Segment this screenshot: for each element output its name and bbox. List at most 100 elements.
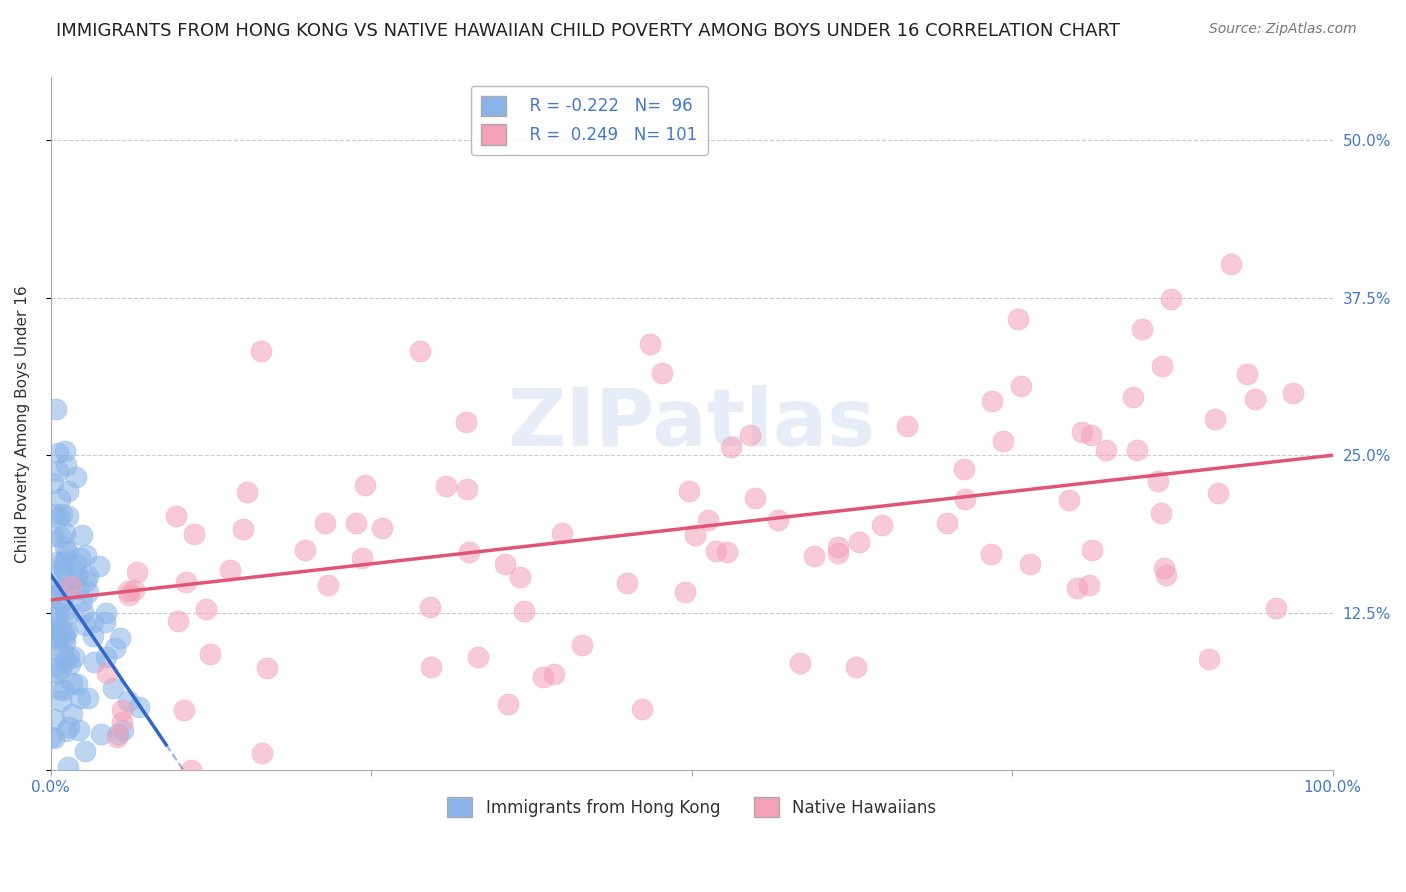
Point: [107, 727, 129, 741]
Text: Source: ZipAtlas.com: Source: ZipAtlas.com: [1209, 22, 1357, 37]
Point: [56, 760, 79, 774]
Point: [955, 491, 977, 506]
Point: [46, 666, 69, 681]
Point: [66, 566, 89, 581]
Point: [82, 615, 104, 629]
Point: [845, 659, 868, 673]
Point: [41, 589, 63, 603]
Point: [457, 545, 479, 559]
Point: [738, 427, 761, 442]
Point: [371, 521, 394, 535]
Point: [419, 600, 441, 615]
Point: [1150, 359, 1173, 373]
Point: [344, 516, 367, 530]
Point: [1219, 257, 1241, 271]
Point: [53, 444, 76, 458]
Y-axis label: Child Poverty Among Boys Under 16: Child Poverty Among Boys Under 16: [15, 285, 30, 563]
Point: [63, 650, 86, 665]
Point: [250, 746, 273, 760]
Point: [111, 723, 134, 738]
Point: [434, 479, 457, 493]
Point: [513, 604, 536, 618]
Point: [101, 681, 124, 696]
Point: [52, 683, 75, 698]
Point: [69, 551, 91, 566]
Point: [183, 527, 205, 541]
Point: [991, 434, 1014, 448]
Point: [354, 477, 377, 491]
Point: [166, 614, 188, 628]
Point: [174, 574, 197, 589]
Point: [314, 516, 336, 530]
Point: [72, 605, 94, 619]
Point: [294, 543, 316, 558]
Point: [571, 638, 593, 652]
Point: [1077, 577, 1099, 591]
Point: [52, 561, 75, 575]
Point: [350, 550, 373, 565]
Point: [60, 676, 83, 690]
Point: [41, 589, 63, 603]
Point: [1007, 312, 1029, 326]
Point: [1206, 486, 1229, 500]
Point: [616, 575, 638, 590]
Point: [44, 631, 66, 645]
Point: [55, 458, 77, 473]
Point: [456, 482, 478, 496]
Point: [60, 706, 83, 721]
Point: [1095, 443, 1118, 458]
Point: [53, 629, 76, 643]
Point: [1070, 425, 1092, 439]
Point: [77, 691, 100, 706]
Point: [1244, 392, 1267, 407]
Point: [848, 535, 870, 549]
Point: [180, 763, 202, 777]
Point: [53, 562, 76, 576]
Point: [198, 647, 221, 661]
Point: [75, 574, 97, 588]
Point: [827, 546, 849, 560]
Point: [952, 462, 974, 476]
Point: [45, 401, 67, 416]
Point: [96, 650, 118, 665]
Point: [49, 492, 72, 507]
Point: [55, 574, 77, 589]
Point: [55, 608, 77, 623]
Point: [53, 654, 76, 668]
Point: [1265, 601, 1288, 615]
Point: [67, 582, 90, 597]
Point: [980, 393, 1002, 408]
Point: [1160, 292, 1182, 306]
Point: [52, 625, 75, 640]
Point: [673, 585, 696, 599]
Point: [49, 530, 72, 544]
Point: [46, 630, 69, 644]
Point: [1019, 557, 1042, 571]
Point: [51, 582, 73, 597]
Point: [56, 509, 79, 524]
Point: [1130, 322, 1153, 336]
Point: [73, 618, 96, 632]
Point: [70, 528, 93, 542]
Point: [67, 723, 90, 738]
Point: [105, 731, 128, 745]
Point: [52, 555, 75, 569]
Point: [1236, 367, 1258, 381]
Point: [704, 543, 727, 558]
Point: [56, 624, 79, 638]
Point: [108, 632, 131, 646]
Point: [1080, 428, 1102, 442]
Point: [82, 629, 104, 643]
Point: [720, 440, 742, 454]
Point: [41, 625, 63, 640]
Point: [77, 569, 100, 583]
Point: [51, 507, 73, 521]
Point: [44, 661, 66, 675]
Point: [53, 603, 76, 617]
Point: [110, 715, 132, 730]
Point: [456, 415, 478, 429]
Point: [980, 547, 1002, 561]
Point: [509, 569, 531, 583]
Point: [48, 645, 70, 659]
Point: [678, 483, 700, 498]
